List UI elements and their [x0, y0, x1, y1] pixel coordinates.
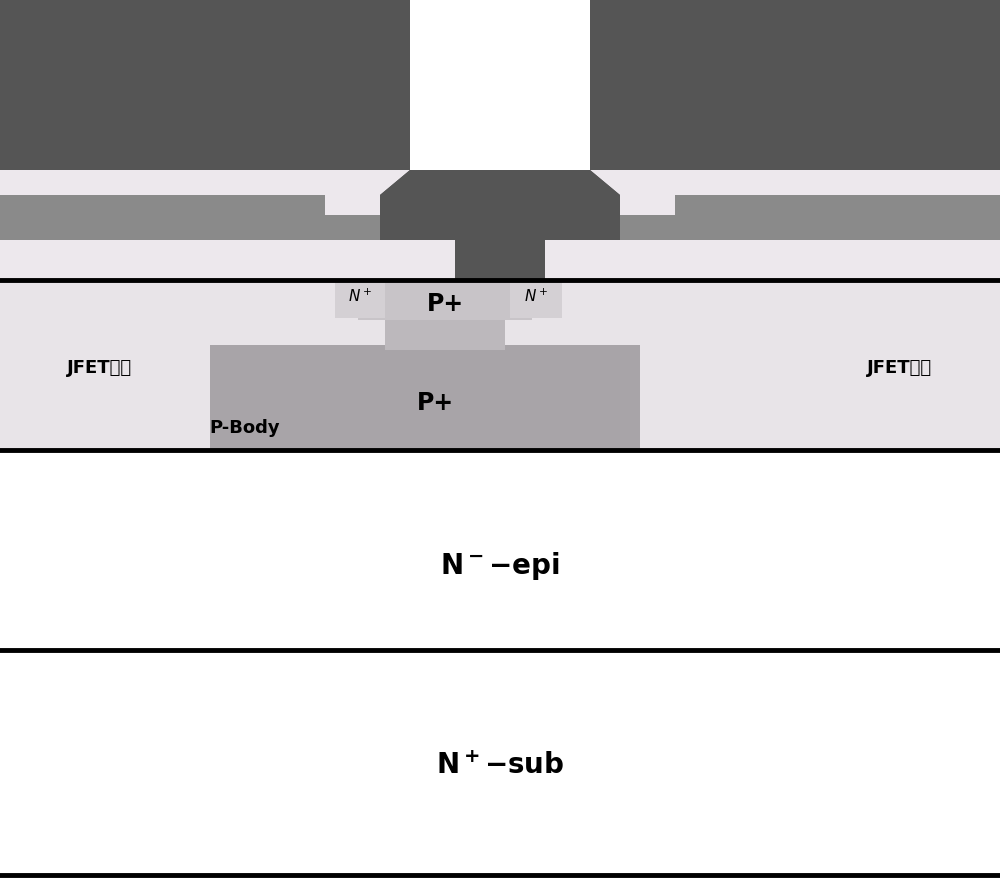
Bar [358, 282, 532, 320]
Bar [0, 280, 1000, 450]
Polygon shape [380, 170, 620, 195]
Bar [0, 170, 1000, 280]
Bar [620, 215, 675, 240]
Bar [380, 170, 410, 195]
Bar [510, 282, 562, 318]
Text: JFET注入: JFET注入 [67, 359, 133, 377]
Text: JFET注入: JFET注入 [867, 359, 933, 377]
Text: $N^+$: $N^+$ [524, 288, 548, 305]
Text: P+: P+ [426, 292, 464, 316]
Text: $N^+$: $N^+$ [348, 288, 372, 305]
Text: $\mathbf{N^-}$$\mathbf{-epi}$: $\mathbf{N^-}$$\mathbf{-epi}$ [440, 550, 560, 582]
Bar [335, 282, 385, 318]
Bar [590, 170, 620, 195]
Text: P-Body: P-Body [210, 419, 280, 437]
Bar [590, 0, 1000, 170]
Polygon shape [380, 170, 620, 280]
Bar [325, 215, 380, 240]
Bar [675, 195, 1000, 240]
Bar [210, 345, 640, 450]
Bar [385, 318, 505, 350]
Text: P+: P+ [416, 391, 454, 415]
Bar [0, 195, 325, 240]
Bar [0, 0, 410, 170]
Text: $\mathbf{N^+}$$\mathbf{-sub}$: $\mathbf{N^+}$$\mathbf{-sub}$ [436, 752, 564, 780]
